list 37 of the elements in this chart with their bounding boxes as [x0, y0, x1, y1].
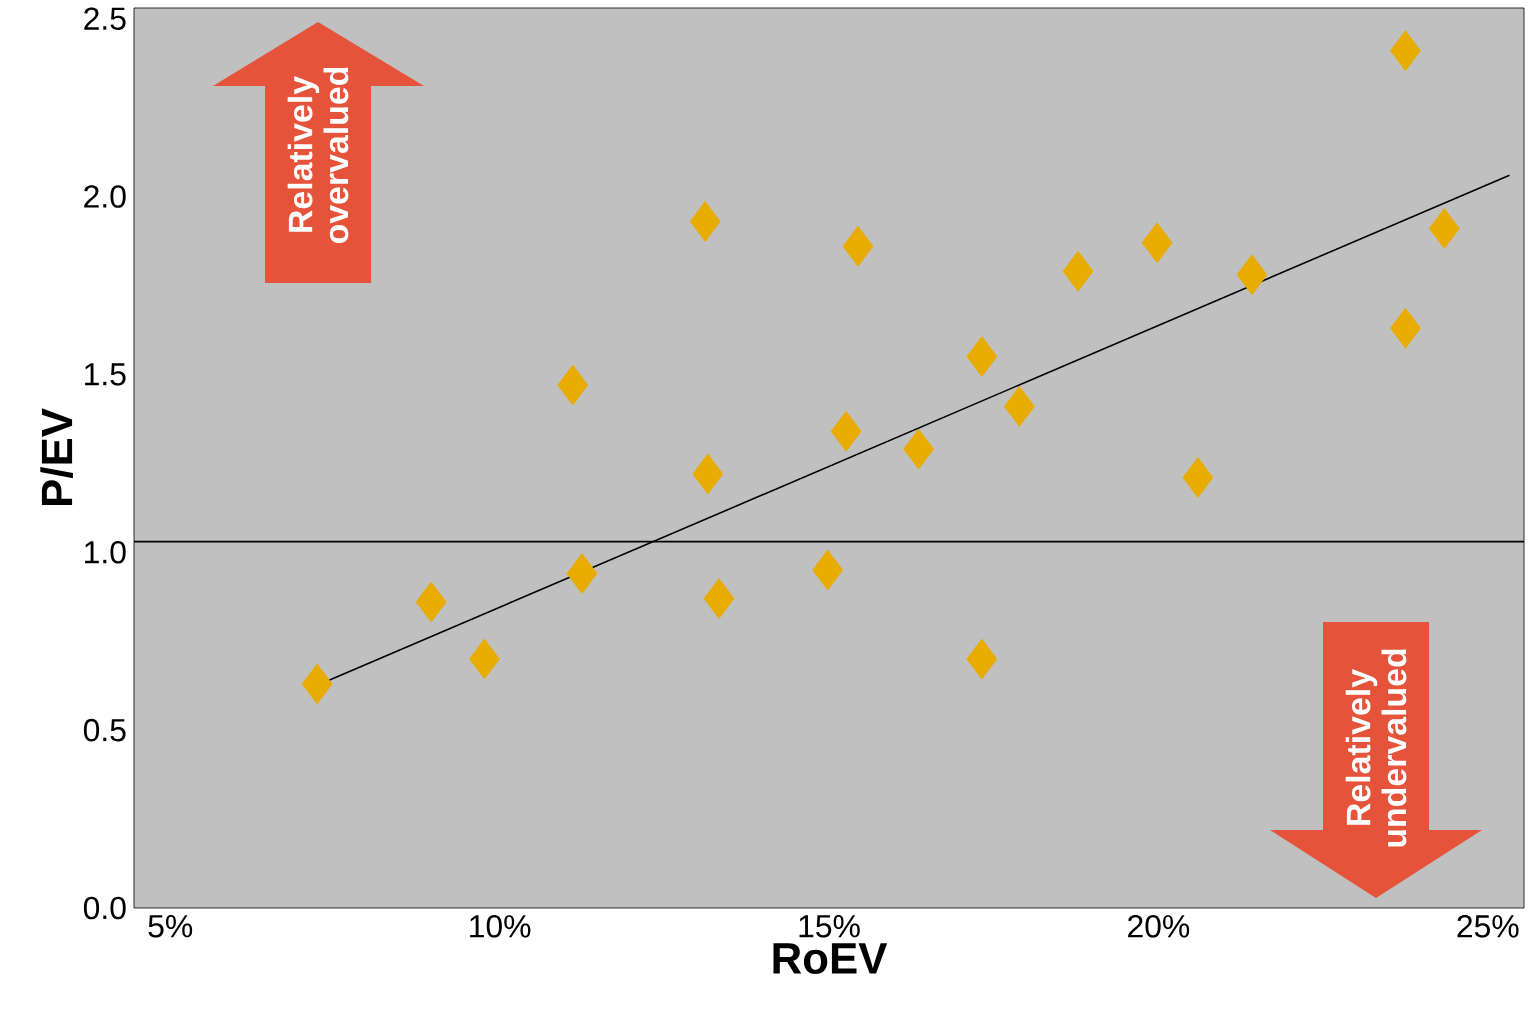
x-tick-label: 25% — [1457, 915, 1519, 938]
point — [903, 428, 934, 470]
x-tick-label: 15% — [799, 915, 860, 938]
y-tick-label: 0.5 — [83, 718, 126, 742]
point — [469, 638, 500, 680]
point — [830, 410, 862, 452]
point — [689, 201, 721, 242]
point — [415, 581, 447, 623]
y-tick-label: 2.5 — [84, 7, 126, 30]
point — [1390, 30, 1421, 72]
point — [1182, 457, 1214, 498]
x-axis-title: RoEV — [773, 943, 888, 974]
y-tick-label: 1.5 — [85, 363, 126, 386]
point — [966, 638, 998, 680]
point — [1236, 254, 1268, 296]
y-tick-label: 2.0 — [84, 185, 126, 208]
annotation: Relatively overvalued — [287, 67, 349, 244]
x-tick-label: 5% — [148, 915, 193, 938]
point — [842, 225, 874, 267]
point — [692, 453, 724, 495]
y-tick-label: 1.0 — [85, 540, 126, 564]
y-axis-title: P/EV — [40, 408, 73, 505]
point — [812, 549, 844, 591]
point — [1062, 250, 1094, 292]
point — [301, 663, 333, 705]
x-tick-label: 20% — [1128, 915, 1190, 938]
x-tick-label: 10% — [470, 915, 531, 938]
point — [1141, 222, 1173, 264]
point — [566, 553, 598, 595]
annotation: Relatively undervalued — [1345, 649, 1407, 847]
point — [557, 364, 589, 406]
point — [703, 578, 735, 619]
point — [1390, 307, 1421, 349]
point — [966, 336, 998, 378]
y-tick-label: 0.0 — [83, 896, 126, 920]
point — [1003, 386, 1035, 427]
point — [1428, 208, 1460, 249]
